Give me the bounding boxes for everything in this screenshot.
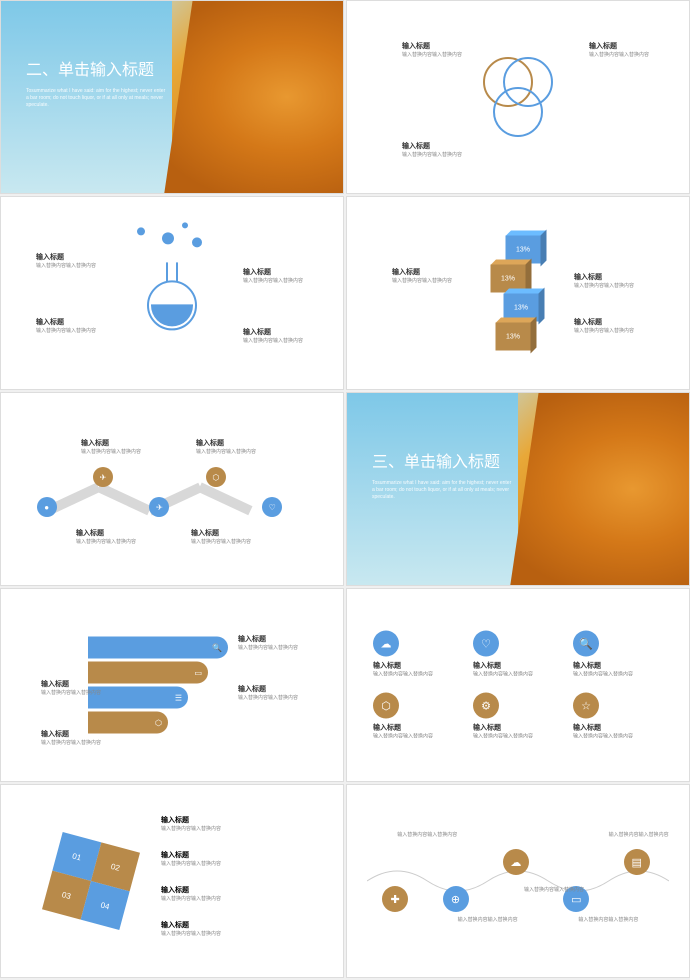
tl-label-4[interactable]: 输入替换内容输入替换内容 [578,916,638,923]
cube-4: 13% [496,323,531,351]
hex-icon: ⬡ [373,693,399,719]
flask-label-4[interactable]: 输入标题输入替换内容输入替换内容 [243,327,303,344]
zz-label-2[interactable]: 输入标题输入替换内容输入替换内容 [196,438,256,455]
zigzag-timeline: ● ✈ ✈ ⬡ ♡ [31,459,313,519]
zz-label-3[interactable]: 输入标题输入替换内容输入替换内容 [76,528,136,545]
grid-item-3[interactable]: 🔍输入标题输入替换内容输入替换内容 [573,631,663,678]
grid-item-2[interactable]: ♡输入标题输入替换内容输入替换内容 [473,631,563,678]
puzzle-label-1[interactable]: 输入标题输入替换内容输入替换内容 [161,815,221,832]
gear-icon: ⚙ [473,693,499,719]
grid-item-4[interactable]: ⬡输入标题输入替换内容输入替换内容 [373,693,463,740]
zz-node-5: ♡ [262,497,282,517]
slide-puzzle: 01 02 03 04 输入标题输入替换内容输入替换内容 输入标题输入替换内容输… [0,784,344,978]
step-label-4[interactable]: 输入标题输入替换内容输入替换内容 [238,684,298,701]
venn-label-1[interactable]: 输入标题输入替换内容输入替换内容 [402,41,462,58]
zz-seg [96,483,151,516]
slide-icon-grid: ☁输入标题输入替换内容输入替换内容 ♡输入标题输入替换内容输入替换内容 🔍输入标… [346,588,690,782]
puzzle-label-4[interactable]: 输入标题输入替换内容输入替换内容 [161,920,221,937]
zz-node-2: ✈ [93,467,113,487]
title-block: 三、单击输入标题 Tosummarize what I have said: a… [372,448,512,501]
step-label-2[interactable]: 输入标题输入替换内容输入替换内容 [41,729,101,746]
grid-item-1[interactable]: ☁输入标题输入替换内容输入替换内容 [373,631,463,678]
cube-label-2[interactable]: 输入标题输入替换内容输入替换内容 [574,272,634,289]
wave-timeline: ✚ ⊕ ☁ ▭ ▤ 输入替换内容输入替换内容 输入替换内容输入替换内容 输入替换… [367,831,669,931]
slide-flask: 输入标题输入替换内容输入替换内容 输入标题输入替换内容输入替换内容 输入标题输入… [0,196,344,390]
venn-label-3[interactable]: 输入标题输入替换内容输入替换内容 [402,141,462,158]
puzzle-graphic: 01 02 03 04 [42,832,140,930]
title-block: 二、单击输入标题 Tosummarize what I have said: a… [26,56,166,109]
zz-node-3: ✈ [149,497,169,517]
tl-node-3: ☁ [503,849,529,875]
heart-icon: ♡ [473,631,499,657]
tl-node-1: ✚ [382,886,408,912]
bubble [162,232,174,244]
step-label-1[interactable]: 输入标题输入替换内容输入替换内容 [41,679,101,696]
section-title[interactable]: 二、单击输入标题 [26,56,166,80]
flask-label-2[interactable]: 输入标题输入替换内容输入替换内容 [36,317,96,334]
step-2: ☰ [88,687,188,709]
grid-item-5[interactable]: ⚙输入标题输入替换内容输入替换内容 [473,693,563,740]
venn-label-2[interactable]: 输入标题输入替换内容输入替换内容 [589,41,649,58]
slide-timeline: ✚ ⊕ ☁ ▭ ▤ 输入替换内容输入替换内容 输入替换内容输入替换内容 输入替换… [346,784,690,978]
zz-seg [198,483,253,516]
bubble [182,222,188,228]
bubble [192,237,202,247]
search-icon: 🔍 [573,631,599,657]
slide-section-3-title: 三、单击输入标题 Tosummarize what I have said: a… [346,392,690,586]
slide-cubes: 13% 13% 13% 13% 输入标题输入替换内容输入替换内容 输入标题输入替… [346,196,690,390]
tl-node-2: ⊕ [443,886,469,912]
flask-neck [166,262,178,282]
zz-node-1: ● [37,497,57,517]
autumn-foliage [501,393,689,585]
step-4: 🔍 [88,637,228,659]
bubble [137,227,145,235]
slide-zigzag: ● ✈ ✈ ⬡ ♡ 输入标题输入替换内容输入替换内容 输入标题输入替换内容输入替… [0,392,344,586]
puzzle-labels: 输入标题输入替换内容输入替换内容 输入标题输入替换内容输入替换内容 输入标题输入… [161,815,221,955]
puzzle-label-2[interactable]: 输入标题输入替换内容输入替换内容 [161,850,221,867]
section-subtitle: Tosummarize what I have said: aim for th… [26,88,166,109]
zz-node-4: ⬡ [206,467,226,487]
cube-stack: 13% 13% 13% 13% [496,235,541,352]
tl-label-2[interactable]: 输入替换内容输入替换内容 [458,916,518,923]
step-diagram: 🔍 ▭ ☰ ⬡ [88,634,228,737]
venn-diagram [473,57,563,137]
venn-circle-3 [493,87,543,137]
puzzle-label-3[interactable]: 输入标题输入替换内容输入替换内容 [161,885,221,902]
section-subtitle: Tosummarize what I have said: aim for th… [372,480,512,501]
flask-label-1[interactable]: 输入标题输入替换内容输入替换内容 [36,252,96,269]
slide-grid: 二、单击输入标题 Tosummarize what I have said: a… [0,0,690,978]
autumn-foliage [155,1,343,193]
tl-label-5[interactable]: 输入替换内容输入替换内容 [609,831,669,838]
tl-label-3[interactable]: 输入替换内容输入替换内容 [524,886,584,893]
step-label-3[interactable]: 输入标题输入替换内容输入替换内容 [238,634,298,651]
slide-section-2-title: 二、单击输入标题 Tosummarize what I have said: a… [0,0,344,194]
grid-item-6[interactable]: ☆输入标题输入替换内容输入替换内容 [573,693,663,740]
tl-label-1[interactable]: 输入替换内容输入替换内容 [397,831,457,838]
star-icon: ☆ [573,693,599,719]
cloud-icon: ☁ [373,631,399,657]
flask-graphic [147,262,197,330]
cube-label-3[interactable]: 输入标题输入替换内容输入替换内容 [574,317,634,334]
slide-venn: 输入标题输入替换内容输入替换内容 输入标题输入替换内容输入替换内容 输入标题输入… [346,0,690,194]
tl-node-5: ▤ [624,849,650,875]
slide-steps: 🔍 ▭ ☰ ⬡ 输入标题输入替换内容输入替换内容 输入标题输入替换内容输入替换内… [0,588,344,782]
icon-grid: ☁输入标题输入替换内容输入替换内容 ♡输入标题输入替换内容输入替换内容 🔍输入标… [373,631,663,740]
flask-body [147,280,197,330]
step-3: ▭ [88,662,208,684]
zz-label-1[interactable]: 输入标题输入替换内容输入替换内容 [81,438,141,455]
zz-label-4[interactable]: 输入标题输入替换内容输入替换内容 [191,528,251,545]
flask-liquid [151,304,193,326]
section-title[interactable]: 三、单击输入标题 [372,448,512,472]
cube-label-1[interactable]: 输入标题输入替换内容输入替换内容 [392,267,452,284]
flask-label-3[interactable]: 输入标题输入替换内容输入替换内容 [243,267,303,284]
